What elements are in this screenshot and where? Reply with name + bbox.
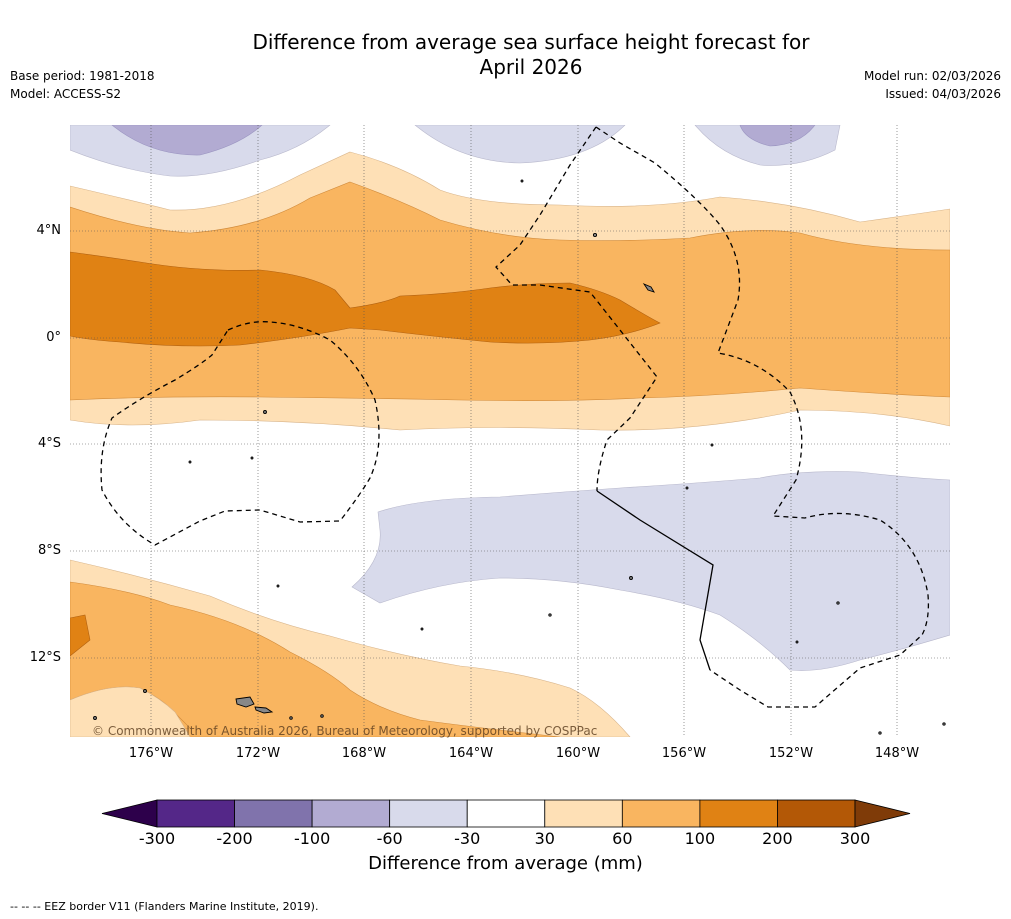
contour-pos60-southwest (70, 581, 561, 737)
island-atoll-11 (878, 731, 882, 735)
island-atoll-8 (320, 714, 324, 718)
colorbar-tick-label: -100 (293, 829, 331, 848)
colorbar-label: Difference from average (mm) (368, 853, 643, 874)
colorbar-segment (389, 799, 468, 828)
lon-label-164W: 164°W (448, 746, 494, 761)
contour-neg30-south (351, 471, 950, 671)
colorbar-tick-label: -300 (138, 829, 176, 848)
copyright-notice: © Commonwealth of Australia 2026, Bureau… (92, 724, 598, 738)
title-line-1: Difference from average sea surface heig… (252, 30, 810, 54)
colorbar-segment (311, 799, 391, 828)
island-samoa-upolu (254, 706, 274, 714)
island-atoll-7 (289, 716, 293, 720)
lon-label-168W: 168°W (341, 746, 387, 761)
lon-label-148W: 148°W (874, 746, 920, 761)
lat-label-0: 0° (46, 330, 61, 345)
map-area (70, 125, 950, 737)
island-atoll-19 (276, 584, 280, 588)
island-atoll-2 (592, 232, 598, 238)
colorbar-tick-label: 30 (534, 829, 555, 848)
island-atoll-4 (263, 410, 267, 414)
model-run: Model run: 02/03/2026 (863, 69, 1001, 83)
contour-neg30-top-center (414, 125, 626, 164)
graticule (70, 125, 950, 737)
base-period: Base period: 1981-2018 (10, 69, 155, 83)
map-title: Difference from average sea surface heig… (200, 30, 862, 80)
issued-date: Issued: 04/03/2026 (885, 87, 1001, 101)
colorbar-tick-label: -30 (454, 829, 481, 848)
eez-borders (100, 126, 930, 708)
lon-label-156W: 156°W (661, 746, 707, 761)
colorbar-extend-high (854, 799, 911, 828)
colorbar-segment (234, 799, 313, 828)
colorbar-segment (544, 799, 623, 828)
colorbar-tick-label: 100 (684, 829, 716, 848)
lat-label-4N: 4°N (36, 223, 62, 238)
colorbar-segment (777, 799, 856, 828)
island-atoll-15 (520, 179, 524, 183)
island-atoll-17 (685, 486, 689, 490)
contour-neg60-top-left (111, 125, 263, 156)
lat-label-12S: 12°S (29, 650, 61, 665)
colorbar-tick-label: 300 (839, 829, 871, 848)
eez-kiribati-phoenix (100, 321, 380, 546)
colorbar-segment (156, 799, 235, 828)
contour-pos100-band (70, 251, 661, 347)
island-atoll-6 (93, 716, 97, 720)
island-atoll-16 (710, 443, 714, 447)
island-atoll-14 (250, 456, 254, 460)
eez-border-note: -- -- -- EEZ border V11 (Flanders Marine… (10, 900, 319, 913)
colorbar-segment (621, 799, 701, 828)
lat-label-8S: 8°S (37, 543, 61, 558)
island-atoll-1 (642, 282, 656, 293)
island-atoll-3 (629, 576, 633, 580)
contour-neg60-top-right (739, 125, 816, 147)
island-atoll-9 (548, 613, 552, 617)
meta-left: Base period: 1981-2018 Model: ACCESS-S2 (10, 67, 155, 103)
meta-right: Model run: 02/03/2026 Issued: 04/03/2026 (864, 67, 1001, 103)
eez-boundary-solid (596, 490, 714, 671)
island-atoll-18 (420, 627, 424, 631)
lon-label-172W: 172°W (235, 746, 281, 761)
colorbar-tick-label: 60 (612, 829, 633, 848)
islands (93, 179, 946, 735)
island-atoll-5 (143, 689, 147, 693)
colorbar-tick-label: -60 (376, 829, 403, 848)
island-atoll-20 (795, 640, 799, 644)
lon-label-152W: 152°W (768, 746, 814, 761)
island-atoll-13 (188, 460, 192, 464)
lat-label-4S: 4°S (37, 436, 61, 451)
colorbar-segment (466, 799, 546, 828)
colorbar-tick-label: -200 (216, 829, 253, 848)
colorbar-tick-label: 200 (762, 829, 793, 848)
eez-kiribati-line (595, 126, 930, 708)
colorbar-extend-low (101, 799, 158, 828)
colorbar (101, 799, 911, 828)
model-name: Model: ACCESS-S2 (10, 87, 122, 101)
lon-label-160W: 160°W (555, 746, 601, 761)
island-samoa-savaii (235, 696, 255, 708)
contour-pos100-southwest (70, 614, 91, 657)
island-atoll-12 (942, 722, 946, 726)
title-line-2: April 2026 (479, 55, 583, 79)
eez-kiribati-line-west (495, 126, 658, 492)
colorbar-segment (699, 799, 778, 828)
lon-label-176W: 176°W (128, 746, 174, 761)
island-atoll-10 (836, 601, 840, 605)
contour-pos30-southwest-inner (70, 686, 191, 737)
